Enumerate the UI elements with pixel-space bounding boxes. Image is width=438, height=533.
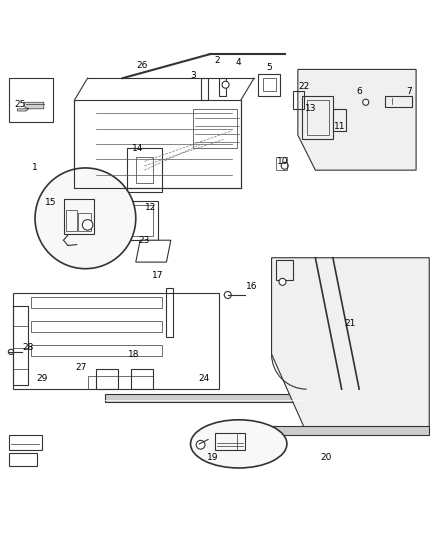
Bar xyxy=(293,91,304,109)
Bar xyxy=(78,213,91,231)
Text: 13: 13 xyxy=(305,104,317,114)
Text: 10: 10 xyxy=(277,157,288,166)
Bar xyxy=(215,433,245,450)
Bar xyxy=(201,78,208,100)
Text: 1: 1 xyxy=(32,164,38,173)
Bar xyxy=(131,369,153,389)
Circle shape xyxy=(35,168,136,269)
Bar xyxy=(13,293,219,389)
Bar xyxy=(13,306,28,385)
Polygon shape xyxy=(298,69,416,170)
Text: 4: 4 xyxy=(236,58,241,67)
Text: 17: 17 xyxy=(152,271,163,280)
Bar xyxy=(9,435,42,450)
Circle shape xyxy=(279,278,286,285)
Text: 19: 19 xyxy=(207,453,218,462)
Bar xyxy=(276,260,293,280)
Text: 12: 12 xyxy=(145,203,157,212)
Polygon shape xyxy=(18,102,44,111)
Bar xyxy=(193,109,237,148)
Text: 11: 11 xyxy=(334,122,345,131)
Bar xyxy=(88,376,153,389)
Bar xyxy=(258,74,280,96)
Text: 3: 3 xyxy=(190,71,196,80)
Text: 18: 18 xyxy=(128,350,139,359)
Text: 28: 28 xyxy=(23,343,34,352)
Text: 25: 25 xyxy=(14,100,25,109)
Bar xyxy=(276,157,287,170)
Text: 21: 21 xyxy=(345,319,356,328)
Text: 26: 26 xyxy=(137,61,148,69)
Text: 7: 7 xyxy=(406,87,413,96)
Text: 24: 24 xyxy=(198,374,209,383)
Bar xyxy=(64,199,94,233)
Bar xyxy=(333,109,346,131)
Bar xyxy=(105,393,302,402)
Text: 16: 16 xyxy=(246,282,258,290)
Bar xyxy=(9,453,37,466)
Text: 5: 5 xyxy=(266,63,272,72)
Bar xyxy=(66,209,77,231)
Bar xyxy=(31,321,162,332)
Bar xyxy=(9,78,53,122)
Bar xyxy=(136,157,153,183)
Text: 15: 15 xyxy=(45,198,56,207)
Circle shape xyxy=(281,162,288,169)
Text: 2: 2 xyxy=(214,56,219,65)
Bar xyxy=(385,96,412,107)
Text: 20: 20 xyxy=(321,453,332,462)
Circle shape xyxy=(82,220,93,230)
Text: 6: 6 xyxy=(356,87,362,96)
Bar xyxy=(127,148,162,192)
Text: 14: 14 xyxy=(132,144,144,153)
Bar xyxy=(96,369,118,389)
Bar xyxy=(219,78,226,96)
Polygon shape xyxy=(272,258,429,433)
Text: 27: 27 xyxy=(75,363,87,372)
Bar xyxy=(127,201,158,240)
Text: 29: 29 xyxy=(36,374,47,383)
Circle shape xyxy=(8,349,14,354)
Circle shape xyxy=(222,81,229,88)
Ellipse shape xyxy=(191,420,287,468)
Bar xyxy=(272,426,429,435)
Bar xyxy=(302,96,333,140)
Bar xyxy=(131,205,153,236)
Bar xyxy=(31,345,162,356)
Bar xyxy=(166,288,173,336)
Text: 23: 23 xyxy=(139,236,150,245)
Text: 22: 22 xyxy=(299,83,310,92)
Polygon shape xyxy=(136,240,171,262)
Bar xyxy=(74,100,241,188)
Bar xyxy=(31,297,162,308)
Circle shape xyxy=(224,292,231,298)
Circle shape xyxy=(363,99,369,106)
Circle shape xyxy=(196,440,205,449)
Bar xyxy=(307,100,328,135)
Bar xyxy=(263,78,276,91)
